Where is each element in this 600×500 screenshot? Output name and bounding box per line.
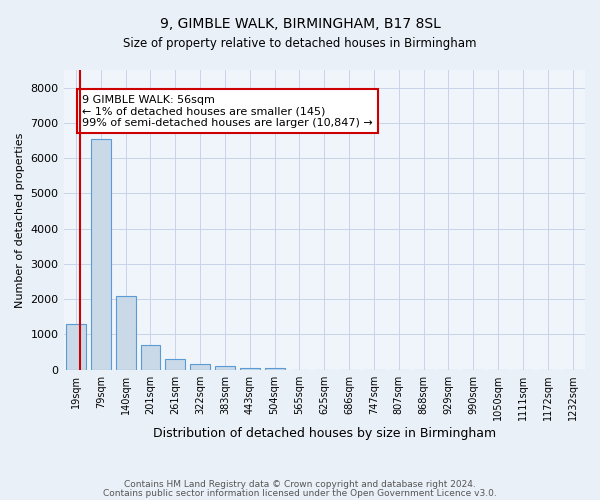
X-axis label: Distribution of detached houses by size in Birmingham: Distribution of detached houses by size … bbox=[153, 427, 496, 440]
Bar bbox=[140, 346, 160, 370]
Bar bbox=[190, 364, 210, 370]
Bar bbox=[116, 296, 136, 370]
Text: 9, GIMBLE WALK, BIRMINGHAM, B17 8SL: 9, GIMBLE WALK, BIRMINGHAM, B17 8SL bbox=[160, 18, 440, 32]
Bar bbox=[265, 368, 284, 370]
Bar bbox=[240, 368, 260, 370]
Bar bbox=[215, 366, 235, 370]
Text: 9 GIMBLE WALK: 56sqm
← 1% of detached houses are smaller (145)
99% of semi-detac: 9 GIMBLE WALK: 56sqm ← 1% of detached ho… bbox=[82, 94, 373, 128]
Text: Contains public sector information licensed under the Open Government Licence v3: Contains public sector information licen… bbox=[103, 488, 497, 498]
Bar bbox=[66, 324, 86, 370]
Bar bbox=[91, 139, 111, 370]
Text: Size of property relative to detached houses in Birmingham: Size of property relative to detached ho… bbox=[123, 38, 477, 51]
Y-axis label: Number of detached properties: Number of detached properties bbox=[15, 132, 25, 308]
Text: Contains HM Land Registry data © Crown copyright and database right 2024.: Contains HM Land Registry data © Crown c… bbox=[124, 480, 476, 489]
Bar bbox=[166, 360, 185, 370]
